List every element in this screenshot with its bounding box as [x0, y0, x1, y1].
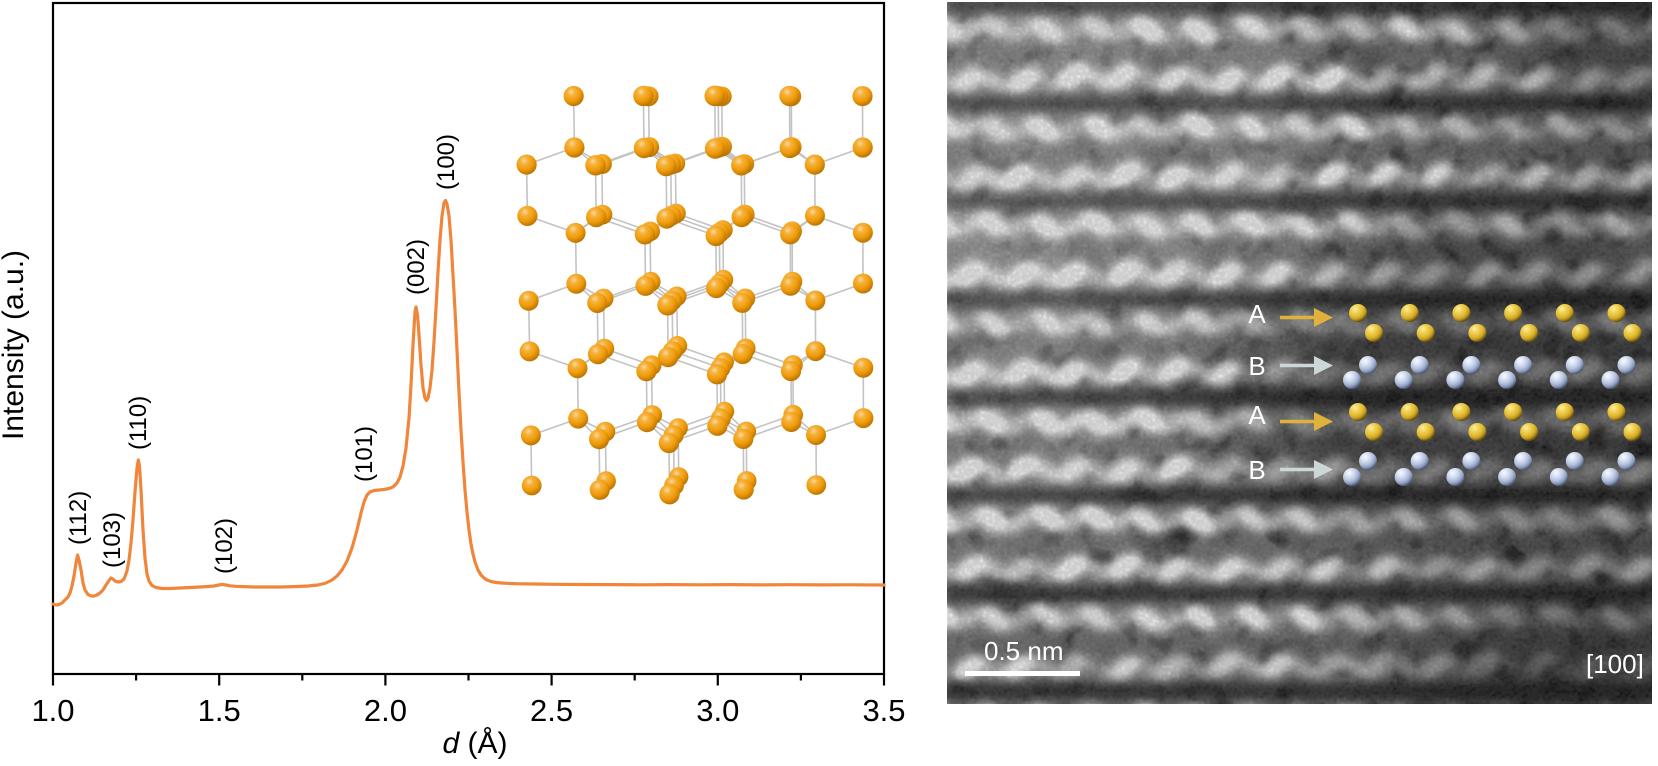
svg-text:1.5: 1.5 — [198, 693, 241, 728]
svg-text:(100): (100) — [433, 134, 460, 190]
svg-text:B: B — [1248, 455, 1265, 485]
svg-text:1.0: 1.0 — [31, 693, 74, 728]
svg-text:A: A — [1248, 400, 1266, 430]
svg-text:2.0: 2.0 — [364, 693, 407, 728]
svg-text:(103): (103) — [99, 512, 126, 568]
svg-text:3.5: 3.5 — [862, 693, 905, 728]
svg-text:d (Å): d (Å) — [442, 727, 507, 760]
svg-text:(110): (110) — [125, 396, 152, 450]
svg-text:0.5 nm: 0.5 nm — [984, 636, 1064, 666]
svg-text:A: A — [1248, 299, 1266, 329]
svg-text:Intensity (a.u.): Intensity (a.u.) — [0, 250, 30, 440]
svg-text:(101): (101) — [351, 426, 378, 482]
svg-text:2.5: 2.5 — [530, 693, 573, 728]
svg-text:3.0: 3.0 — [696, 693, 739, 728]
svg-text:(112): (112) — [65, 491, 92, 545]
svg-text:[100]: [100] — [1586, 649, 1644, 679]
svg-text:B: B — [1248, 351, 1265, 381]
svg-text:(002): (002) — [403, 239, 430, 295]
svg-text:(102): (102) — [211, 518, 238, 574]
